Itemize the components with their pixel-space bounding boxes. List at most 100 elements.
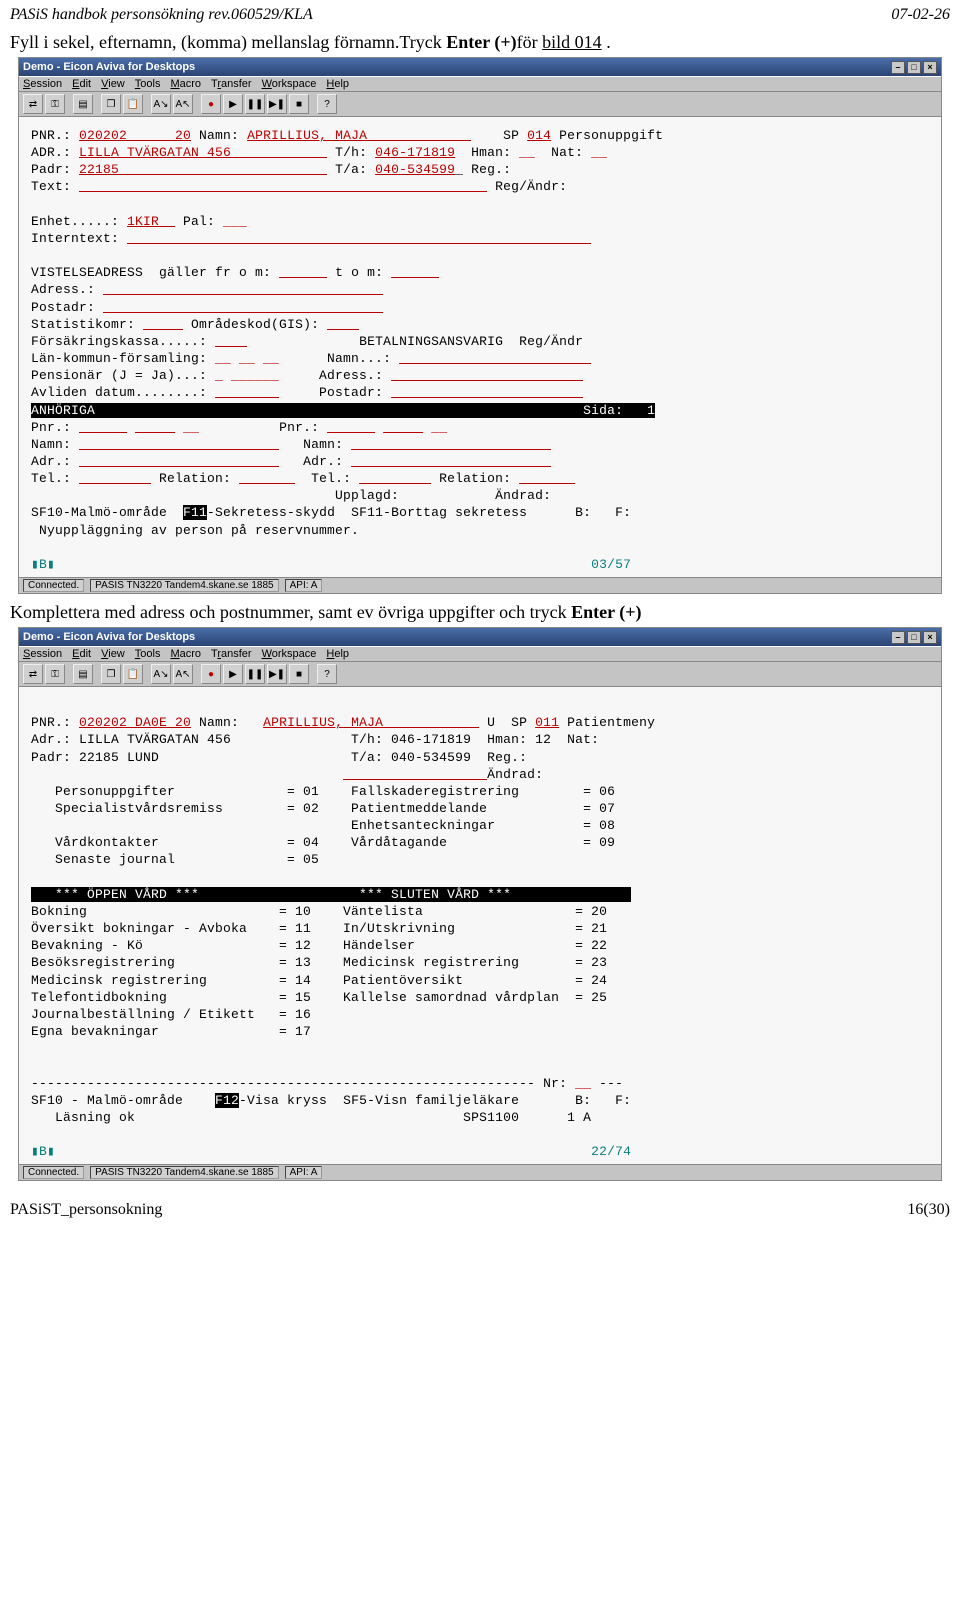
- t: T/h:: [327, 145, 375, 160]
- tb-skip-icon[interactable]: ▶❚: [267, 94, 287, 114]
- tb-record-icon[interactable]: ●: [201, 94, 221, 114]
- tb-paste-icon[interactable]: 📋: [123, 94, 143, 114]
- menu-session[interactable]: Session: [23, 78, 62, 90]
- tb-connect-icon-2[interactable]: ⇄: [23, 664, 43, 684]
- menu-workspace[interactable]: Workspace: [262, 78, 317, 90]
- menu-view[interactable]: View: [101, 78, 125, 90]
- tb-key-icon[interactable]: ⚿: [45, 94, 65, 114]
- menu-view-2[interactable]: View: [101, 648, 125, 660]
- t: [175, 420, 183, 435]
- terminal-screen-2[interactable]: PNR.: 020202 DA0E 20 Namn: APRILLIUS, MA…: [19, 687, 941, 1164]
- t: [135, 420, 175, 435]
- tb-copy-icon-2[interactable]: ❐: [101, 664, 121, 684]
- window-title-2: Demo - Eicon Aviva for Desktops: [23, 631, 889, 643]
- t: 020202 20: [79, 128, 191, 143]
- tb-fontdn-icon-2[interactable]: A↘: [151, 664, 171, 684]
- t: Padr: 22185 LUND T/a: 040-534599 Reg.:: [31, 750, 527, 765]
- close-button[interactable]: ×: [923, 61, 937, 74]
- cursor-coord: 03/57: [591, 557, 631, 572]
- menu-workspace-2[interactable]: Workspace: [262, 648, 317, 660]
- tb-fontdn-icon[interactable]: A↘: [151, 94, 171, 114]
- menu-help-2[interactable]: Help: [326, 648, 349, 660]
- tb-pause-icon[interactable]: ❚❚: [245, 94, 265, 114]
- menu-session-2[interactable]: Session: [23, 648, 62, 660]
- t: 014: [527, 128, 551, 143]
- tb-fontup-icon[interactable]: A↖: [173, 94, 193, 114]
- maximize-button[interactable]: □: [907, 61, 921, 74]
- tb-paste-icon-2[interactable]: 📋: [123, 664, 143, 684]
- t: 1KIR: [127, 214, 175, 229]
- menu-macro-2[interactable]: Macro: [170, 648, 201, 660]
- t: Text:: [31, 179, 79, 194]
- t: PNR.:: [31, 128, 79, 143]
- menu-help[interactable]: Help: [326, 78, 349, 90]
- tb-doc-icon-2[interactable]: ▤: [73, 664, 93, 684]
- t: [215, 334, 247, 349]
- t: t o m:: [327, 265, 391, 280]
- t: [519, 471, 575, 486]
- t: [423, 420, 431, 435]
- doc-date: 07-02-26: [891, 6, 950, 24]
- menu-transfer-2[interactable]: Transfer: [211, 648, 252, 660]
- minimize-button-2[interactable]: –: [891, 631, 905, 644]
- menu-tools-2[interactable]: Tools: [135, 648, 161, 660]
- t: __: [575, 1076, 591, 1091]
- terminal-screen-1[interactable]: PNR.: 020202 20 Namn: APRILLIUS, MAJA SP…: [19, 117, 941, 577]
- footer-right: 16(30): [907, 1201, 950, 1219]
- t: [375, 420, 383, 435]
- menu-macro[interactable]: Macro: [170, 78, 201, 90]
- t: SF10 - Malmö-område: [31, 1093, 215, 1108]
- menu-transfer[interactable]: Transfer: [211, 78, 252, 90]
- t: [127, 420, 135, 435]
- t: VISTELSEADRESS gäller fr o m:: [31, 265, 279, 280]
- t: PNR.:: [31, 715, 79, 730]
- tb-stop-icon[interactable]: ■: [289, 94, 309, 114]
- t: [79, 420, 127, 435]
- t: Upplagd: Ändrad:: [31, 488, 551, 503]
- t: Medicinsk registrering = 14 Patientövers…: [31, 973, 607, 988]
- t: Personuppgifter = 01 Fallskaderegistreri…: [31, 784, 615, 799]
- t: Journalbeställning / Etikett = 16: [31, 1007, 311, 1022]
- intro-post: för: [517, 32, 543, 52]
- t: __ __ __: [215, 351, 279, 366]
- t: Tel.:: [31, 471, 79, 486]
- status-session-2: PASIS TN3220 Tandem4.skane.se 1885: [90, 1166, 278, 1179]
- minimize-button[interactable]: –: [891, 61, 905, 74]
- t: _ Reg.:: [455, 162, 511, 177]
- tb-doc-icon[interactable]: ▤: [73, 94, 93, 114]
- tb-key-icon-2[interactable]: ⚿: [45, 664, 65, 684]
- tb-pause-icon-2[interactable]: ❚❚: [245, 664, 265, 684]
- t: Statistikomr:: [31, 317, 143, 332]
- t: Läsning ok SPS1100 1 A: [31, 1110, 591, 1125]
- menu-tools[interactable]: Tools: [135, 78, 161, 90]
- tb-play-icon[interactable]: ▶: [223, 94, 243, 114]
- tb-stop-icon-2[interactable]: ■: [289, 664, 309, 684]
- t: -Visa kryss SF5-Visn familjeläkare B: F:: [239, 1093, 631, 1108]
- tb-connect-icon[interactable]: ⇄: [23, 94, 43, 114]
- t: Enhet.....:: [31, 214, 127, 229]
- anhoriga-header: ANHÖRIGA Sida: 1: [31, 403, 655, 418]
- tb-fontup-icon-2[interactable]: A↖: [173, 664, 193, 684]
- t: [31, 767, 343, 782]
- menu-edit-2[interactable]: Edit: [72, 648, 91, 660]
- t: 22185: [79, 162, 327, 177]
- t: U SP: [479, 715, 535, 730]
- close-button-2[interactable]: ×: [923, 631, 937, 644]
- t: [327, 317, 359, 332]
- menu-edit[interactable]: Edit: [72, 78, 91, 90]
- t: Pnr.:: [31, 420, 79, 435]
- f11-key: F11: [183, 505, 207, 520]
- tb-record-icon-2[interactable]: ●: [201, 664, 221, 684]
- tb-skip-icon-2[interactable]: ▶❚: [267, 664, 287, 684]
- t: [391, 265, 439, 280]
- tb-help-icon-2[interactable]: ?: [317, 664, 337, 684]
- tb-copy-icon[interactable]: ❐: [101, 94, 121, 114]
- footer-left: PASiST_personsokning: [10, 1201, 907, 1219]
- status-api: API: A: [285, 579, 323, 592]
- tb-play-icon-2[interactable]: ▶: [223, 664, 243, 684]
- t: [351, 437, 551, 452]
- tb-help-icon[interactable]: ?: [317, 94, 337, 114]
- t: SP: [471, 128, 527, 143]
- t: [391, 368, 583, 383]
- maximize-button-2[interactable]: □: [907, 631, 921, 644]
